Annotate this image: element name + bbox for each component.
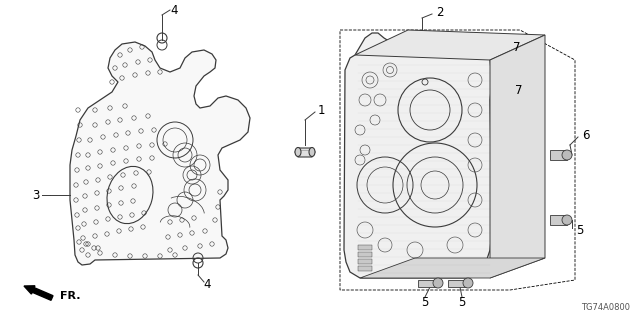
Text: 5: 5 bbox=[576, 223, 584, 236]
Polygon shape bbox=[360, 258, 545, 278]
Polygon shape bbox=[418, 280, 438, 287]
Text: 7: 7 bbox=[513, 41, 520, 53]
FancyArrow shape bbox=[24, 286, 53, 300]
Text: 6: 6 bbox=[582, 129, 589, 141]
Text: 3: 3 bbox=[32, 188, 40, 202]
Polygon shape bbox=[355, 30, 545, 60]
Text: 1: 1 bbox=[318, 103, 326, 116]
Polygon shape bbox=[358, 252, 372, 257]
Text: 2: 2 bbox=[436, 5, 444, 19]
Polygon shape bbox=[490, 35, 545, 278]
Polygon shape bbox=[358, 259, 372, 264]
Polygon shape bbox=[70, 42, 250, 265]
Text: 5: 5 bbox=[421, 297, 429, 309]
Text: 5: 5 bbox=[458, 297, 466, 309]
Text: 7: 7 bbox=[515, 84, 522, 97]
Text: 4: 4 bbox=[204, 277, 211, 291]
Polygon shape bbox=[358, 266, 372, 271]
Text: FR.: FR. bbox=[60, 291, 81, 301]
Polygon shape bbox=[344, 33, 492, 278]
Polygon shape bbox=[295, 148, 315, 157]
Polygon shape bbox=[550, 150, 567, 160]
Circle shape bbox=[562, 150, 572, 160]
Ellipse shape bbox=[309, 148, 315, 156]
Ellipse shape bbox=[295, 148, 301, 156]
Circle shape bbox=[463, 278, 473, 288]
Text: TG74A0800: TG74A0800 bbox=[581, 303, 630, 312]
Polygon shape bbox=[448, 280, 468, 287]
Polygon shape bbox=[550, 215, 567, 225]
Circle shape bbox=[562, 215, 572, 225]
Circle shape bbox=[433, 278, 443, 288]
Polygon shape bbox=[358, 245, 372, 250]
Text: 4: 4 bbox=[170, 4, 178, 17]
